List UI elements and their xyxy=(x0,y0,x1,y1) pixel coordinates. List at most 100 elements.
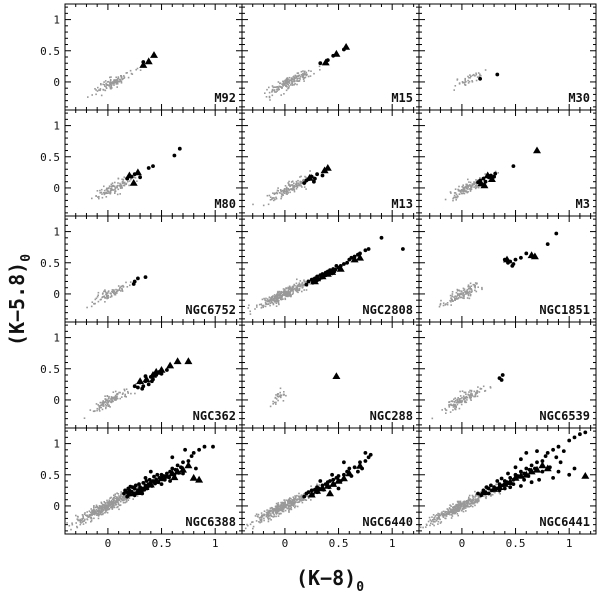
background-star xyxy=(293,288,295,291)
background-star xyxy=(495,483,498,485)
data-point xyxy=(302,494,307,499)
background-star xyxy=(107,502,110,505)
background-star xyxy=(276,504,279,507)
data-point xyxy=(506,471,510,476)
background-star xyxy=(470,392,472,394)
background-star xyxy=(275,302,278,304)
background-star xyxy=(302,498,304,500)
background-star xyxy=(88,515,91,518)
background-star xyxy=(290,290,292,292)
background-star xyxy=(119,186,122,188)
background-star xyxy=(309,170,311,172)
background-star xyxy=(110,84,113,87)
background-star xyxy=(296,501,299,504)
background-star xyxy=(125,396,127,398)
background-star xyxy=(110,183,113,186)
background-star xyxy=(273,199,275,202)
background-star xyxy=(112,184,115,187)
background-star xyxy=(301,497,303,499)
background-star xyxy=(106,402,108,404)
triangle-point xyxy=(125,489,134,497)
background-star xyxy=(249,523,252,526)
background-star xyxy=(288,76,291,79)
background-star xyxy=(80,519,82,522)
panel-ngc288: NGC288 xyxy=(241,321,420,429)
background-star xyxy=(254,515,257,517)
background-star xyxy=(123,181,126,184)
background-star xyxy=(466,399,468,401)
background-star xyxy=(126,72,128,74)
background-star xyxy=(284,291,287,293)
background-star xyxy=(442,516,445,518)
background-star xyxy=(296,290,298,293)
background-star xyxy=(300,496,302,498)
background-star xyxy=(257,513,260,516)
background-star xyxy=(455,509,457,512)
triangle-point xyxy=(329,480,338,487)
background-star xyxy=(277,300,279,302)
background-star xyxy=(448,406,451,408)
background-star xyxy=(471,80,473,82)
background-star xyxy=(104,395,106,397)
background-star xyxy=(110,76,112,78)
background-star xyxy=(463,503,465,505)
data-point xyxy=(524,451,529,455)
background-star xyxy=(463,289,465,292)
triangle-point xyxy=(527,467,536,475)
y-axis-label-text: (K−5.8) xyxy=(5,262,29,346)
background-star xyxy=(123,176,126,178)
background-star xyxy=(99,192,101,194)
background-star xyxy=(432,518,435,521)
x-axis-label: (K−8)0 xyxy=(296,566,364,594)
data-point xyxy=(148,469,153,474)
background-star xyxy=(449,403,452,406)
background-stars xyxy=(264,65,321,101)
background-star xyxy=(118,497,121,499)
background-star xyxy=(463,391,466,394)
background-star xyxy=(458,289,460,291)
background-star xyxy=(283,499,285,501)
background-star xyxy=(460,296,463,299)
background-star xyxy=(290,78,293,81)
background-star xyxy=(93,513,96,516)
background-star xyxy=(275,294,278,296)
background-star xyxy=(80,522,82,524)
background-star xyxy=(445,303,447,305)
background-star xyxy=(456,295,458,298)
background-star xyxy=(112,500,114,503)
background-star xyxy=(89,511,92,514)
background-star xyxy=(454,397,456,399)
background-star xyxy=(434,515,437,517)
data-point xyxy=(138,175,143,180)
background-star xyxy=(293,80,296,83)
background-star xyxy=(102,405,105,407)
background-star xyxy=(288,506,290,508)
background-star xyxy=(269,196,272,198)
background-star xyxy=(268,96,271,99)
background-star xyxy=(108,508,110,511)
background-star xyxy=(472,183,474,185)
background-star xyxy=(122,178,125,181)
background-star xyxy=(499,493,501,495)
background-star xyxy=(285,499,287,501)
background-star xyxy=(298,497,300,499)
background-star xyxy=(448,404,450,407)
background-star xyxy=(130,392,132,395)
background-star xyxy=(123,496,125,498)
data-point xyxy=(508,485,513,490)
background-star xyxy=(469,292,471,294)
background-star xyxy=(284,288,286,291)
background-star xyxy=(115,81,117,84)
background-star xyxy=(453,405,455,408)
background-star xyxy=(453,296,455,298)
background-star xyxy=(105,192,108,194)
background-star xyxy=(453,194,456,197)
background-star xyxy=(280,295,283,297)
background-star xyxy=(294,74,297,77)
background-star xyxy=(294,284,296,287)
background-star xyxy=(75,522,77,524)
data-point xyxy=(336,486,341,491)
panel-label: NGC6440 xyxy=(362,515,413,529)
background-star xyxy=(451,515,454,517)
background-star xyxy=(118,504,121,506)
